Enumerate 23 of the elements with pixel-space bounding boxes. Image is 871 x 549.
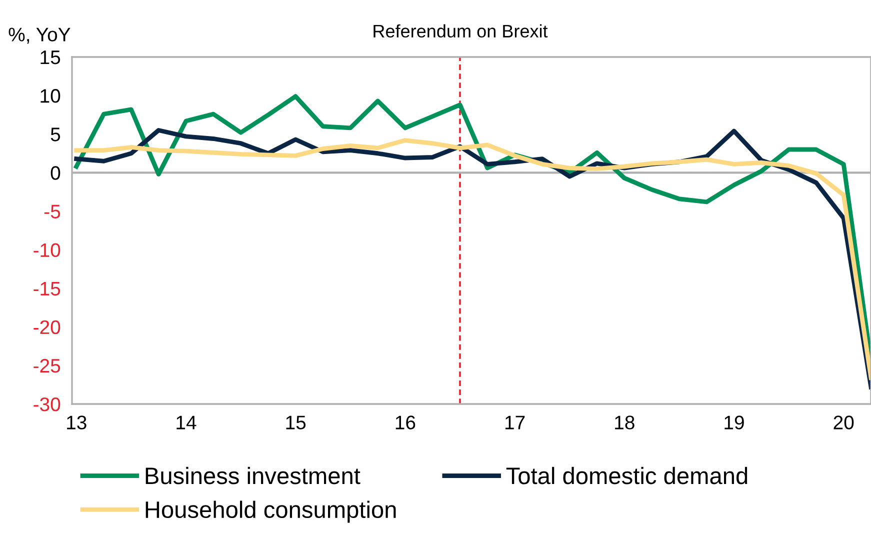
x-tick-label: 20 — [834, 416, 854, 430]
x-tick-label: 19 — [724, 416, 744, 430]
y-tick-label: -20 — [34, 320, 60, 334]
y-tick-label: 15 — [40, 50, 60, 64]
y-tick-label: -10 — [34, 243, 60, 258]
y-tick-label: -5 — [44, 204, 60, 218]
y-tick-label: -15 — [34, 282, 60, 296]
y-axis-title: %, YoY — [8, 28, 70, 44]
y-tick-label: 10 — [40, 89, 60, 103]
x-tick-label: 14 — [176, 416, 196, 430]
x-tick-label: 13 — [67, 416, 86, 430]
x-tick-label: 15 — [286, 416, 306, 430]
x-tick-label: 17 — [505, 416, 525, 430]
y-tick-label: -25 — [34, 358, 60, 373]
legend-label: Household consumption — [146, 500, 396, 523]
x-tick-label: 18 — [615, 416, 634, 430]
y-tick-label: 5 — [50, 128, 60, 142]
ref-line-label: Referendum on Brexit — [374, 24, 548, 38]
y-tick-label: -30 — [34, 397, 60, 412]
legend-label: Total domestic demand — [506, 466, 748, 484]
x-tick-label: 16 — [396, 416, 416, 430]
y-tick-label: 0 — [50, 166, 60, 180]
legend-label: Business investment — [146, 466, 360, 484]
